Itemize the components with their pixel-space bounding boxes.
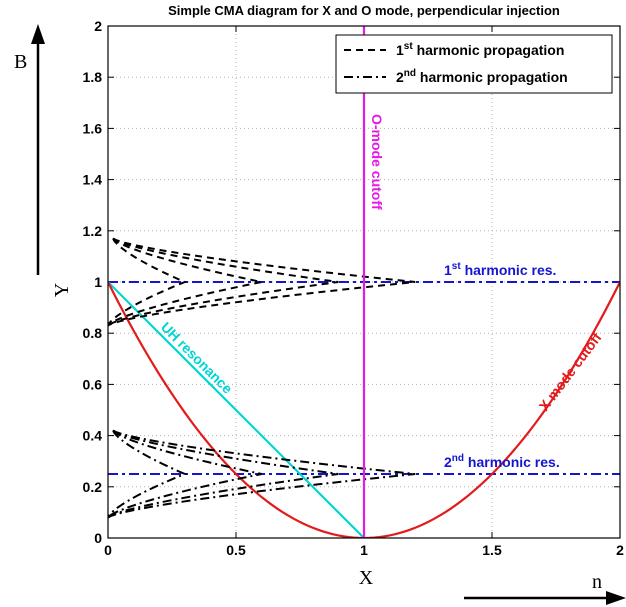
y-tick-label: 0.2: [83, 479, 103, 495]
x-mode-cutoff-curve: [108, 281, 620, 538]
y-tick-label: 1.8: [83, 69, 103, 85]
x-tick-label: 1: [360, 542, 368, 558]
y-tick-label: 0: [94, 530, 102, 546]
plot-frame: [107, 25, 621, 539]
y-tick-label: 1.6: [83, 120, 103, 136]
y-tick-label: 1: [94, 274, 102, 290]
first-harmonic-propagation-lobe: [108, 237, 339, 327]
o-mode-cutoff-label: O-mode cutoff: [369, 114, 385, 210]
second-harmonic-propagation-lobe: [108, 429, 416, 519]
first-harmonic-propagation-lobe: [108, 238, 188, 326]
legend-entry-1: 1st harmonic propagation: [396, 41, 564, 58]
legend-entry-2: 2nd harmonic propagation: [396, 68, 568, 85]
b-direction-arrow: [31, 24, 45, 275]
n-arrow-label: n: [592, 571, 602, 593]
second-harmonic-propagation-lobe: [108, 429, 262, 519]
y-axis-label: Y: [51, 283, 73, 297]
y-tick-label: 0.6: [83, 376, 103, 392]
second-harmonic-res-label: 2nd harmonic res.: [444, 453, 560, 470]
x-tick-labels: 0 0.5 1 1.5 2: [104, 542, 624, 558]
second-harmonic-propagation-lobe: [108, 429, 339, 519]
curves: [108, 26, 620, 538]
y-tick-label: 1.2: [83, 223, 103, 239]
first-harmonic-propagation-lobe: [108, 237, 416, 327]
x-tick-label: 2: [616, 542, 624, 558]
y-tick-labels: 0 0.2 0.4 0.6 0.8 1 1.2 1.4 1.6 1.8 2: [83, 18, 103, 546]
y-tick-label: 0.8: [83, 325, 103, 341]
legend: 1st harmonic propagation 2nd harmonic pr…: [335, 34, 613, 94]
first-harmonic-res-label: 1st harmonic res.: [444, 261, 556, 278]
legend-box: [335, 34, 613, 94]
chart-title: Simple CMA diagram for X and O mode, per…: [168, 3, 560, 18]
first-harmonic-propagation-lobe: [108, 237, 262, 327]
x-tick-label: 0: [104, 542, 112, 558]
x-tick-label: 1.5: [482, 542, 502, 558]
x-axis-label: X: [359, 567, 374, 589]
y-tick-label: 2: [94, 18, 102, 34]
x-tick-label: 0.5: [226, 542, 246, 558]
uh-resonance-line: [108, 281, 365, 538]
y-tick-label: 1.4: [83, 172, 103, 188]
n-direction-arrow: [464, 591, 626, 605]
y-tick-label: 0.4: [83, 428, 103, 444]
b-arrow-label: B: [14, 51, 27, 73]
second-harmonic-propagation-lobe: [108, 430, 188, 518]
